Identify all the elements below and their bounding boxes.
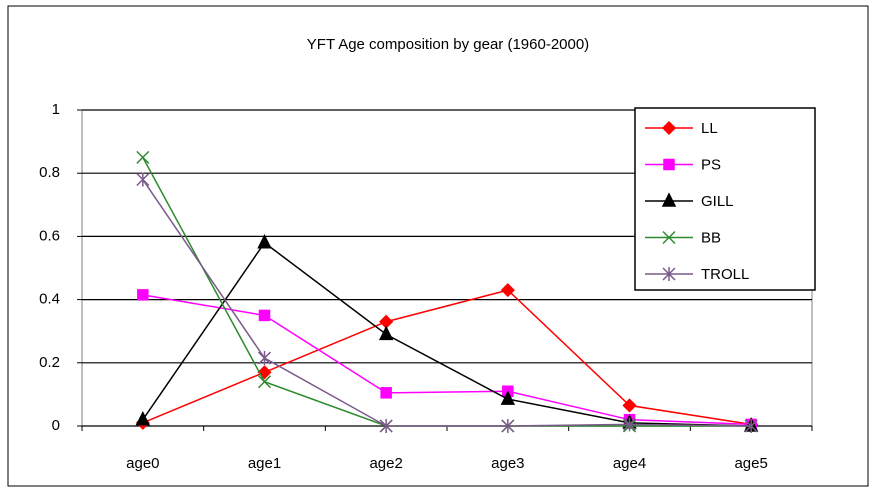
chart-title: YFT Age composition by gear (1960-2000) [307, 36, 589, 53]
x-tick-label: age1 [248, 455, 281, 472]
legend-marker [662, 267, 676, 281]
legend: LL PS GILL BB TROLL [634, 107, 816, 291]
marker [257, 351, 272, 366]
marker [257, 234, 272, 249]
series-line [142, 179, 752, 427]
marker [501, 419, 515, 433]
legend-marker [662, 230, 676, 245]
x-tick-label: age3 [491, 455, 524, 472]
marker [622, 398, 637, 413]
legend-marker [661, 192, 677, 207]
x-tick-label: age5 [734, 455, 767, 472]
marker [379, 419, 393, 433]
x-tick-label: age2 [369, 455, 402, 472]
series-line [142, 289, 752, 426]
legend-label: TROLL [701, 266, 749, 283]
y-tick-label: 1 [52, 101, 60, 118]
y-tick-label: 0.8 [39, 164, 60, 181]
marker [744, 419, 758, 433]
marker [500, 283, 515, 298]
marker [135, 411, 151, 426]
x-tick-label: age0 [126, 455, 159, 472]
legend-label: LL [701, 120, 718, 137]
y-tick-label: 0.2 [39, 354, 60, 371]
y-tick-label: 0.4 [39, 291, 60, 308]
marker [136, 172, 150, 187]
marker [137, 289, 149, 301]
marker [258, 309, 271, 322]
marker [500, 390, 516, 405]
y-tick-label: 0.6 [39, 227, 60, 244]
marker [257, 375, 272, 389]
marker [380, 387, 392, 399]
legend-label: BB [701, 229, 721, 246]
legend-box [634, 107, 816, 291]
marker [378, 325, 394, 341]
x-tick-label: age4 [613, 455, 646, 472]
series-line [142, 294, 752, 426]
legend-label: GILL [701, 193, 734, 210]
legend-marker [661, 120, 677, 136]
y-tick-label: 0 [52, 417, 60, 434]
marker [136, 150, 150, 164]
legend-marker [663, 158, 675, 171]
marker [622, 417, 637, 432]
legend-label: PS [701, 156, 721, 173]
series-line [142, 241, 752, 427]
